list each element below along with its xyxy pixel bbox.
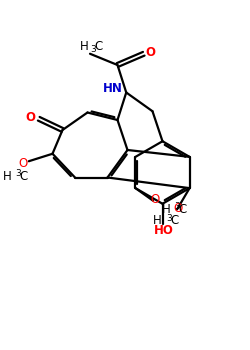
Text: H: H <box>2 170 11 183</box>
Text: C: C <box>178 203 186 216</box>
Text: C: C <box>94 40 103 53</box>
Text: HN: HN <box>103 82 123 95</box>
Text: O: O <box>150 193 160 206</box>
Text: HO: HO <box>154 224 174 237</box>
Text: C: C <box>19 170 28 183</box>
Text: O: O <box>146 46 156 59</box>
Text: O: O <box>26 111 36 124</box>
Text: H: H <box>162 203 171 216</box>
Text: 3: 3 <box>90 45 96 54</box>
Text: 3: 3 <box>174 202 180 211</box>
Text: O: O <box>174 202 183 215</box>
Text: C: C <box>171 214 179 227</box>
Text: O: O <box>18 157 28 170</box>
Text: H: H <box>153 214 162 227</box>
Text: H: H <box>80 40 89 53</box>
Text: 3: 3 <box>166 214 172 223</box>
Text: 3: 3 <box>15 169 21 178</box>
